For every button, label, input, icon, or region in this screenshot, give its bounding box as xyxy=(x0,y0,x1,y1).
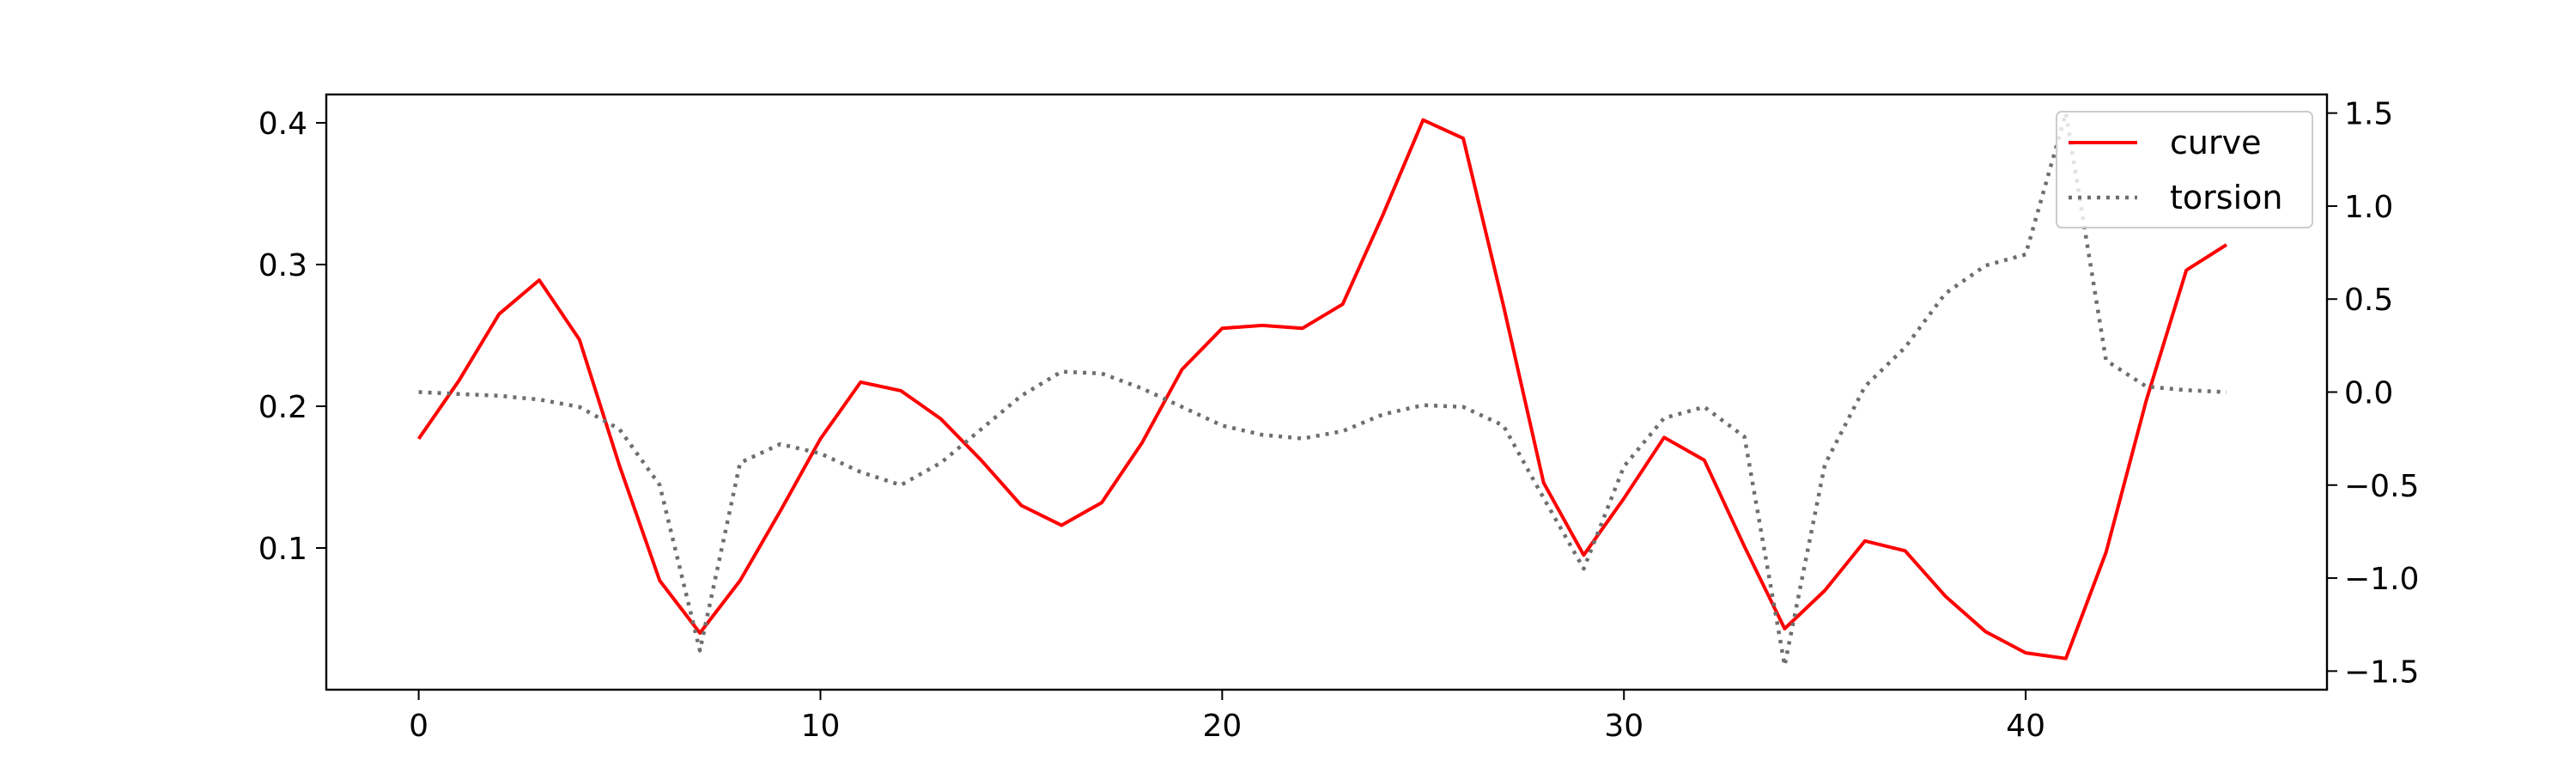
y2-tick-label: −0.5 xyxy=(2344,469,2419,504)
x-tick-label: 40 xyxy=(2006,709,2045,744)
legend-label-curve: curve xyxy=(2170,124,2261,161)
y2-tick-label: 1.0 xyxy=(2344,190,2393,225)
x-tick-label: 30 xyxy=(1604,709,1643,744)
x-tick-label: 20 xyxy=(1202,709,1242,744)
legend: curve torsion xyxy=(2056,111,2313,228)
series-layer xyxy=(416,111,2228,668)
legend-label-torsion: torsion xyxy=(2170,179,2282,216)
series-line-torsion xyxy=(418,111,2227,668)
y-tick-label: 0.1 xyxy=(258,532,307,567)
y-tick-label: 0.2 xyxy=(258,390,307,425)
ticks-layer: 0 10 20 30 40 0.1 0.2 0.3 0.4 −1.5 −1.0 −0.5 0.0 0.5 1… xyxy=(258,97,2420,744)
y2-tick-label: −1.5 xyxy=(2344,654,2419,690)
y2-tick-label: −1.0 xyxy=(2344,562,2419,597)
y-tick-label: 0.3 xyxy=(258,248,307,283)
y2-tick-label: 1.5 xyxy=(2344,97,2393,132)
legend-box xyxy=(2056,111,2313,228)
y2-tick-label: 0.0 xyxy=(2344,376,2393,411)
series-line-curve xyxy=(416,118,2228,660)
x-tick-label: 0 xyxy=(409,709,428,744)
y2-tick-label: 0.5 xyxy=(2344,283,2393,318)
y-tick-label: 0.4 xyxy=(258,107,307,142)
x-tick-label: 10 xyxy=(801,709,841,744)
